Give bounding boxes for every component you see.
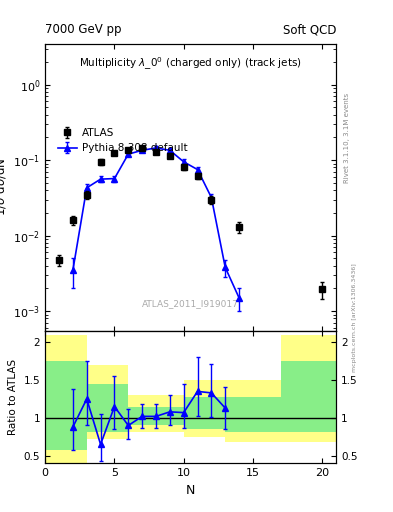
Text: 7000 GeV pp: 7000 GeV pp [45, 24, 122, 36]
Text: Multiplicity $\lambda\_0^0$ (charged only) (track jets): Multiplicity $\lambda\_0^0$ (charged onl… [79, 55, 302, 72]
X-axis label: N: N [186, 484, 195, 497]
Text: ATLAS_2011_I919017: ATLAS_2011_I919017 [142, 299, 239, 308]
Text: Soft QCD: Soft QCD [283, 24, 336, 36]
Y-axis label: Ratio to ATLAS: Ratio to ATLAS [8, 359, 18, 435]
Text: Rivet 3.1.10, 3.1M events: Rivet 3.1.10, 3.1M events [344, 93, 350, 183]
Y-axis label: 1/$\sigma$ d$\sigma$/dN: 1/$\sigma$ d$\sigma$/dN [0, 158, 8, 217]
Legend: ATLAS, Pythia 8.308 default: ATLAS, Pythia 8.308 default [54, 124, 192, 158]
Text: mcplots.cern.ch [arXiv:1306.3436]: mcplots.cern.ch [arXiv:1306.3436] [352, 263, 357, 372]
